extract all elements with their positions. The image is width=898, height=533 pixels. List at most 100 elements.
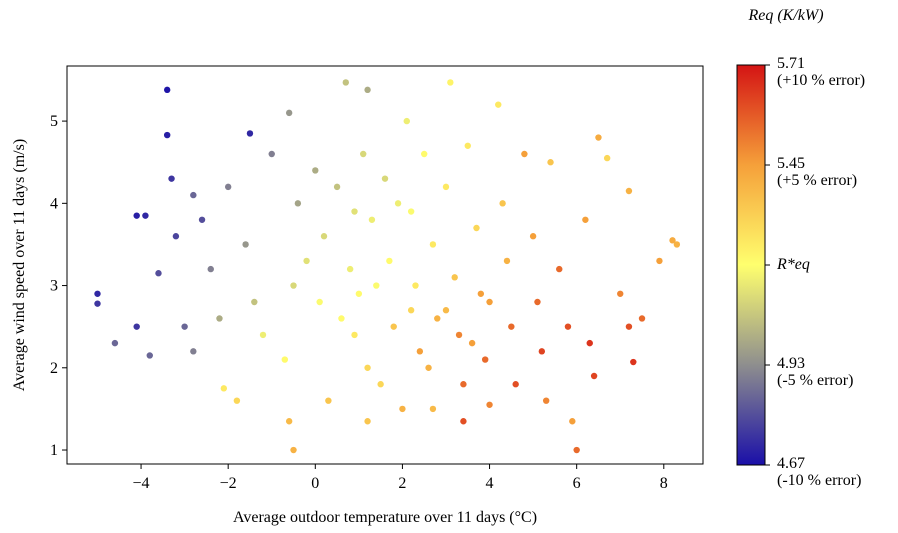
point bbox=[168, 175, 175, 182]
point bbox=[351, 331, 358, 339]
point bbox=[481, 356, 489, 363]
y-tick-label: 5 bbox=[50, 113, 58, 130]
point bbox=[207, 265, 214, 273]
point bbox=[290, 446, 297, 454]
point bbox=[181, 323, 188, 330]
colorbar-tick-label: 5.45 (+5 % error) bbox=[777, 155, 858, 189]
colorbar-tick-label: R*eq bbox=[777, 256, 810, 273]
point bbox=[381, 175, 389, 182]
point bbox=[407, 307, 415, 314]
point bbox=[155, 270, 162, 277]
point bbox=[451, 274, 458, 281]
point bbox=[285, 418, 293, 425]
point bbox=[512, 381, 519, 388]
point bbox=[464, 142, 471, 149]
point bbox=[625, 187, 633, 195]
point bbox=[473, 224, 480, 232]
point bbox=[259, 331, 267, 339]
point bbox=[94, 290, 101, 297]
point bbox=[656, 257, 663, 265]
point bbox=[333, 183, 341, 191]
x-tick-label: 6 bbox=[573, 475, 581, 492]
point bbox=[455, 331, 463, 339]
y-tick-label: 2 bbox=[50, 360, 58, 377]
colorbar-tick-label: 5.71 (+10 % error) bbox=[777, 55, 866, 89]
point bbox=[312, 167, 319, 174]
point bbox=[94, 300, 101, 307]
point bbox=[351, 208, 358, 215]
point bbox=[425, 364, 432, 371]
point bbox=[133, 212, 140, 219]
point bbox=[460, 418, 467, 425]
point bbox=[268, 150, 275, 158]
point bbox=[407, 208, 415, 215]
colorbar-title: Req (K/kW) bbox=[747, 7, 823, 24]
point bbox=[595, 134, 602, 141]
point bbox=[403, 117, 410, 125]
point bbox=[133, 323, 140, 330]
point bbox=[421, 150, 428, 158]
point bbox=[521, 150, 528, 158]
point bbox=[495, 101, 502, 108]
point bbox=[486, 298, 493, 306]
x-tick-label: −4 bbox=[133, 475, 150, 492]
x-tick-label: 2 bbox=[398, 475, 406, 492]
point bbox=[477, 290, 485, 297]
point bbox=[190, 348, 197, 355]
point bbox=[386, 257, 393, 265]
point bbox=[368, 216, 376, 223]
point bbox=[394, 200, 402, 207]
point bbox=[251, 298, 258, 306]
point bbox=[360, 150, 367, 158]
point bbox=[538, 348, 546, 355]
point bbox=[281, 356, 289, 363]
point bbox=[429, 405, 437, 413]
point bbox=[673, 241, 681, 248]
point bbox=[542, 397, 550, 404]
plot-frame bbox=[66, 65, 704, 465]
x-axis-label: Average outdoor temperature over 11 days… bbox=[233, 509, 537, 526]
point bbox=[316, 298, 323, 306]
point bbox=[338, 315, 345, 322]
x-tick-label: −2 bbox=[220, 475, 237, 492]
point bbox=[556, 265, 563, 273]
point bbox=[582, 216, 589, 223]
point bbox=[246, 130, 254, 137]
point bbox=[399, 405, 406, 413]
x-tick-label: 0 bbox=[311, 475, 319, 492]
colorbar-tick-label: 4.67 (-10 % error) bbox=[777, 455, 862, 489]
point bbox=[198, 216, 206, 223]
point bbox=[111, 339, 119, 347]
point bbox=[364, 418, 371, 425]
point bbox=[373, 282, 380, 289]
point bbox=[320, 233, 328, 240]
point bbox=[468, 339, 476, 347]
point bbox=[294, 200, 302, 207]
colorbar-tick-label: 4.93 (-5 % error) bbox=[777, 355, 854, 389]
point bbox=[224, 183, 232, 191]
point bbox=[416, 348, 424, 355]
point bbox=[303, 257, 310, 265]
point bbox=[285, 109, 293, 117]
point bbox=[220, 385, 228, 392]
point bbox=[190, 191, 197, 199]
point bbox=[630, 358, 637, 366]
point bbox=[216, 315, 223, 322]
point bbox=[603, 154, 611, 162]
point bbox=[163, 131, 171, 139]
point bbox=[390, 323, 397, 330]
point bbox=[638, 315, 646, 322]
point bbox=[547, 159, 554, 166]
point bbox=[569, 418, 576, 425]
point bbox=[573, 446, 580, 454]
point bbox=[590, 372, 598, 380]
x-tick-label: 4 bbox=[486, 475, 494, 492]
point bbox=[442, 307, 450, 314]
y-axis-label: Average wind speed over 11 days (m/s) bbox=[11, 139, 28, 391]
point bbox=[429, 241, 437, 248]
point bbox=[508, 323, 515, 330]
point bbox=[499, 200, 506, 207]
colorbar bbox=[736, 64, 766, 466]
